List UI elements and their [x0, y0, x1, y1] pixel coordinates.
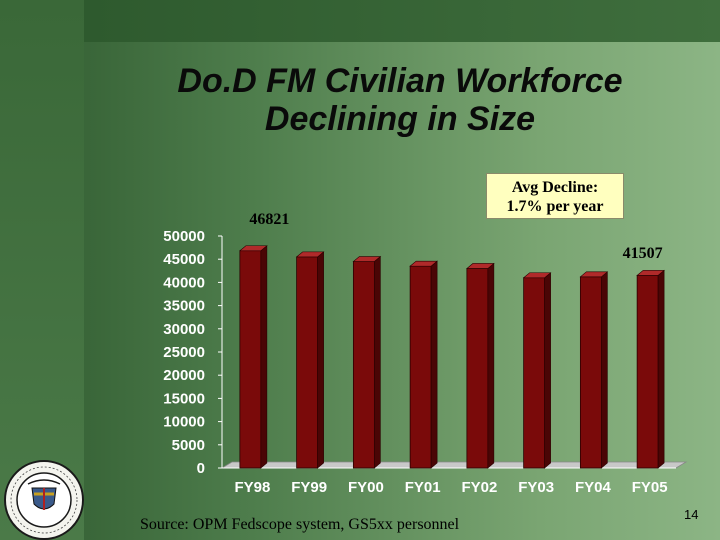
bar: [296, 256, 319, 469]
bar-side: [487, 262, 495, 469]
bar-top: [352, 256, 382, 262]
y-tick-label: 40000: [163, 274, 205, 291]
bar-side: [260, 245, 268, 469]
bar-top: [636, 270, 665, 276]
bar: [352, 261, 375, 469]
callout-line-2: 1.7% per year: [506, 198, 604, 215]
y-tick-label: 20000: [163, 367, 205, 384]
y-tick-label: 10000: [163, 414, 205, 431]
bar-top: [579, 271, 609, 278]
x-tick-label: FY99: [291, 479, 327, 496]
bar-top: [239, 245, 268, 252]
bar-side: [317, 251, 324, 469]
x-tick-label: FY00: [348, 479, 384, 496]
bar: [466, 268, 489, 469]
y-tick-label: 30000: [163, 321, 205, 338]
chart-floor: [220, 461, 688, 469]
bar-top: [295, 251, 325, 258]
y-tick-label: 5000: [172, 437, 205, 454]
slide-title-line-2: Declining in Size: [264, 100, 536, 138]
y-tick-label: 35000: [163, 298, 205, 315]
bar-side: [544, 272, 551, 469]
callout-line-1: Avg Decline:: [511, 179, 599, 196]
y-tick-label: 45000: [163, 251, 205, 268]
y-tick-label: 50000: [163, 228, 205, 245]
left-accent-band: [0, 0, 84, 540]
bar: [579, 276, 602, 469]
x-tick-label: FY02: [461, 479, 497, 496]
source-note: Source: OPM Fedscope system, GS5xx perso…: [140, 516, 460, 533]
bar-side: [374, 255, 381, 469]
x-tick-label: FY98: [234, 479, 270, 496]
data-label: 41507: [623, 245, 663, 262]
bar-top: [409, 260, 438, 267]
page-number: 14: [684, 507, 699, 522]
slide-title: Do.D FM Civilian Workforce Declining in …: [120, 62, 680, 138]
bar-side: [430, 260, 438, 469]
bar: [409, 265, 432, 469]
bar-side: [657, 269, 665, 469]
bar-top: [522, 272, 552, 279]
asmc-seal-icon: [4, 460, 84, 540]
bar-top: [466, 263, 495, 269]
data-label: 46821: [249, 211, 289, 228]
y-tick-label: 15000: [163, 390, 205, 407]
bar: [239, 250, 262, 469]
x-tick-label: FY04: [575, 479, 612, 496]
bar: [523, 277, 546, 469]
slide-title-line-1: Do.D FM Civilian Workforce: [177, 62, 623, 100]
bar-side: [601, 271, 608, 469]
top-accent-band: [84, 0, 720, 42]
x-tick-label: FY01: [405, 479, 441, 496]
x-tick-label: FY05: [632, 479, 668, 496]
y-tick-label: 0: [197, 460, 205, 477]
bar: [636, 275, 659, 469]
y-tick-label: 25000: [163, 344, 205, 361]
x-tick-label: FY03: [518, 479, 554, 496]
avg-decline-callout: Avg Decline: 1.7% per year: [486, 173, 624, 219]
